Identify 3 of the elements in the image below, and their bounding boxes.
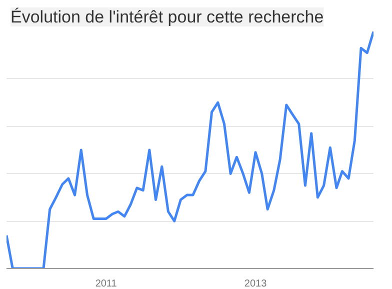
x-tick-label: 2011 xyxy=(95,278,118,289)
x-tick-label: 2013 xyxy=(244,278,268,289)
chart-title: Évolution de l'intérêt pour cette recherche xyxy=(10,8,324,26)
